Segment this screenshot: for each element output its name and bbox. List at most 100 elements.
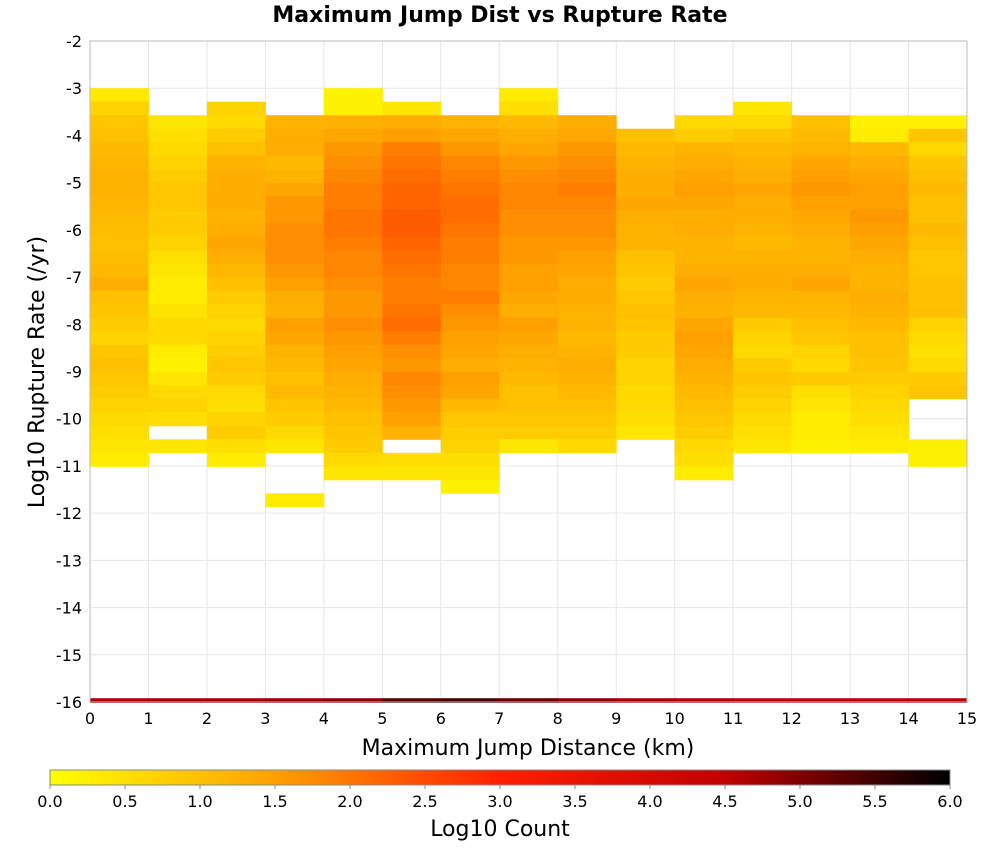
heatmap-cell <box>791 358 851 373</box>
heatmap-cell <box>791 250 851 265</box>
heatmap-cell <box>499 169 559 184</box>
heatmap-cell <box>206 344 266 359</box>
x-tick-label: 14 <box>898 709 918 728</box>
heatmap-cell <box>148 277 208 292</box>
heatmap-cell <box>323 317 383 332</box>
heatmap-cell <box>616 371 676 386</box>
heatmap-cell <box>850 277 910 292</box>
x-tick-label: 5 <box>377 709 387 728</box>
heatmap-cell <box>90 88 149 103</box>
heatmap-cell <box>148 439 208 454</box>
heatmap-cell <box>90 128 149 143</box>
heatmap-cell <box>557 425 617 440</box>
heatmap-cell <box>616 290 676 305</box>
heatmap-cell <box>791 398 851 413</box>
heatmap-cell <box>440 169 500 184</box>
heatmap-cell <box>90 250 149 265</box>
heatmap-cell <box>733 142 793 157</box>
heatmap-cell <box>674 371 734 386</box>
zero-rate-cell <box>206 698 266 703</box>
colorbar-tick-label: 4.5 <box>712 792 737 811</box>
heatmap-cell <box>148 398 208 413</box>
plot-border <box>89 40 968 703</box>
heatmap-cell <box>557 412 617 427</box>
heatmap-cell <box>733 169 793 184</box>
heatmap-cell <box>440 425 500 440</box>
heatmap-cell <box>733 371 793 386</box>
heatmap-cell <box>148 317 208 332</box>
heatmap-cell <box>557 371 617 386</box>
heatmap-cell <box>440 290 500 305</box>
heatmap-cell <box>440 344 500 359</box>
heatmap-cell <box>90 169 149 184</box>
heatmap-cell <box>850 317 910 332</box>
heatmap-cell <box>850 290 910 305</box>
heatmap-cell <box>148 223 208 238</box>
heatmap-cell <box>206 439 266 454</box>
colorbar-tick-label: 1.0 <box>187 792 212 811</box>
heatmap-cell <box>323 101 383 116</box>
heatmap-cell <box>499 88 559 103</box>
heatmap-cell <box>499 263 559 278</box>
heatmap-cell <box>323 88 383 103</box>
heatmap-cell <box>733 385 793 400</box>
heatmap-cell <box>557 331 617 346</box>
heatmap-cell <box>674 223 734 238</box>
chart-title: Maximum Jump Dist vs Rupture Rate <box>272 3 727 28</box>
heatmap-cell <box>557 155 617 170</box>
heatmap-cell <box>557 290 617 305</box>
heatmap-cell <box>850 182 910 197</box>
heatmap-cell <box>733 304 793 319</box>
colorbar-gradient <box>49 769 951 786</box>
heatmap-cell <box>323 425 383 440</box>
heatmap-cell <box>499 128 559 143</box>
heatmap-cell <box>323 452 383 467</box>
heatmap-cell <box>616 223 676 238</box>
heatmap-cell <box>791 439 851 454</box>
y-tick-label: -11 <box>56 457 82 476</box>
colorbar-tick-label: 3.0 <box>487 792 512 811</box>
heatmap-cell <box>674 155 734 170</box>
y-axis-label: Log10 Rupture Rate (/yr) <box>25 236 50 508</box>
heatmap-cell <box>557 277 617 292</box>
heatmap-cell <box>323 223 383 238</box>
heatmap-cell <box>674 344 734 359</box>
heatmap-cell <box>148 236 208 251</box>
heatmap-cell <box>206 196 266 211</box>
heatmap-cell <box>265 344 325 359</box>
heatmap-cell <box>148 385 208 400</box>
heatmap-cell <box>323 196 383 211</box>
heatmap-cell <box>616 344 676 359</box>
x-axis-label: Maximum Jump Distance (km) <box>362 736 695 761</box>
heatmap-cell <box>908 196 968 211</box>
heatmap-cell <box>265 250 325 265</box>
heatmap-cell <box>90 344 149 359</box>
heatmap-cell <box>850 331 910 346</box>
heatmap-cell <box>733 344 793 359</box>
heatmap-cell <box>850 155 910 170</box>
heatmap-cell <box>440 412 500 427</box>
heatmap-cell <box>850 425 910 440</box>
heatmap-cell <box>90 223 149 238</box>
heatmap-cell <box>557 250 617 265</box>
heatmap-cell <box>323 304 383 319</box>
y-tick-label: -9 <box>66 363 82 382</box>
heatmap-cell <box>674 277 734 292</box>
heatmap-cell <box>908 317 968 332</box>
y-tick-label: -3 <box>66 79 82 98</box>
heatmap-cell <box>382 331 442 346</box>
heatmap-cell <box>206 412 266 427</box>
zero-rate-cell <box>440 698 500 703</box>
heatmap-cell <box>440 263 500 278</box>
heatmap-cell <box>791 344 851 359</box>
heatmap-cell <box>382 412 442 427</box>
heatmap-cell <box>90 236 149 251</box>
heatmap-cell <box>440 452 500 467</box>
x-tick-label: 3 <box>260 709 270 728</box>
heatmap-cell <box>323 115 383 130</box>
heatmap-cell <box>674 169 734 184</box>
heatmap-cell <box>206 304 266 319</box>
heatmap-cell <box>616 182 676 197</box>
heatmap-cell <box>148 142 208 157</box>
heatmap-cell <box>733 358 793 373</box>
